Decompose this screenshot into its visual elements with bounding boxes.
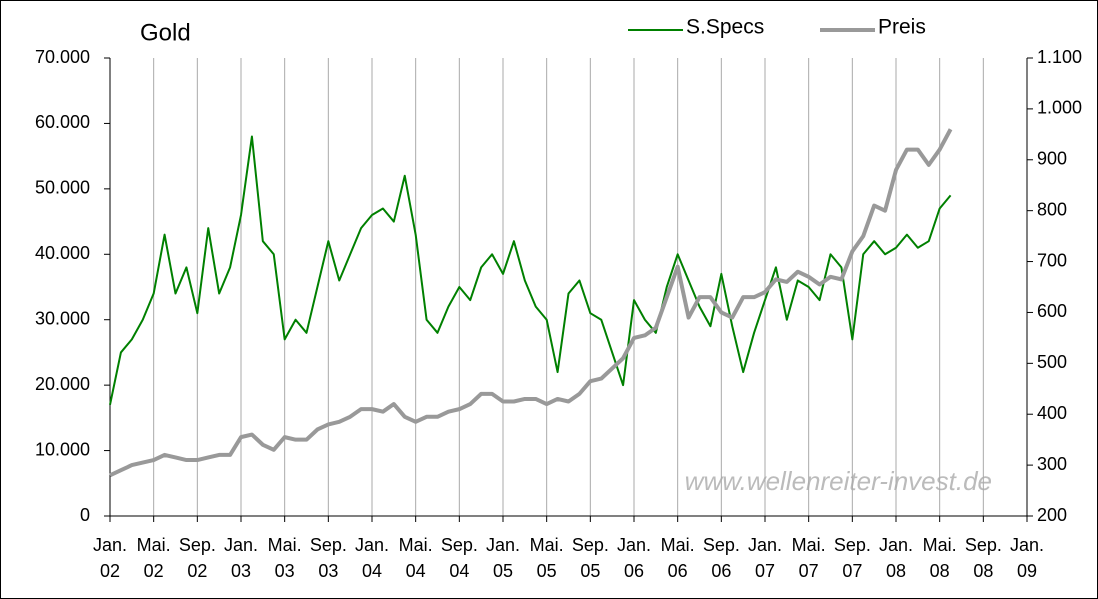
series-line — [109, 128, 953, 478]
x-tick-label-line: 05 — [580, 561, 600, 581]
x-tick-label-line: 07 — [755, 561, 775, 581]
x-tick-label-line: 08 — [886, 561, 906, 581]
x-tick-label-line: 04 — [449, 561, 469, 581]
series-line — [109, 135, 952, 405]
x-tick-label-line: Jan. — [224, 535, 258, 555]
x-tick-label: Jan. 09 — [1010, 535, 1044, 581]
x-tick-label-line: Mai. — [137, 535, 171, 555]
legend-label: Preis — [878, 16, 926, 39]
x-tick-label-line: Jan. — [486, 535, 520, 555]
x-tick-label: Mai. 04 — [399, 535, 433, 581]
x-tick-label: Jan. 02 — [93, 535, 127, 581]
y-tick-label: 0 — [80, 505, 90, 525]
x-tick-label-line: 05 — [493, 561, 513, 581]
x-tick-label: Jan. 05 — [486, 535, 520, 581]
y-tick-label: 10.000 — [35, 439, 90, 459]
x-tick-label-line: Sep. — [703, 535, 740, 555]
x-tick-label-line: 03 — [275, 561, 295, 581]
x-tick-label-line: Mai. — [661, 535, 695, 555]
y2-tick-label: 900 — [1037, 149, 1067, 169]
x-tick-label-line: Jan. — [879, 535, 913, 555]
x-tick-label-line: 09 — [1017, 561, 1037, 581]
x-tick-label-line: 02 — [100, 561, 120, 581]
legend-label: S.Specs — [686, 16, 764, 39]
x-tick-label: Sep. 06 — [703, 535, 740, 581]
x-tick-label: Jan. 03 — [224, 535, 258, 581]
x-tick-label: Mai. 05 — [530, 535, 564, 581]
y2-tick-label: 500 — [1037, 352, 1067, 372]
y2-tick-label: 800 — [1037, 199, 1067, 219]
x-tick-label: Jan. 06 — [617, 535, 651, 581]
x-tick-label-line: Jan. — [355, 535, 389, 555]
x-tick-label-line: Sep. — [965, 535, 1002, 555]
x-tick-label-line: 04 — [406, 561, 426, 581]
x-tick-label-line: 08 — [973, 561, 993, 581]
x-tick-label-line: Sep. — [441, 535, 478, 555]
y-tick-label: 60.000 — [35, 112, 90, 132]
x-tick-label: Mai. 02 — [137, 535, 171, 581]
y-tick-label: 40.000 — [35, 243, 90, 263]
x-tick-label-line: Jan. — [617, 535, 651, 555]
watermark: www.wellenreiter-invest.de — [685, 466, 992, 496]
x-tick-label-line: Jan. — [748, 535, 782, 555]
x-tick-label: Mai. 06 — [661, 535, 695, 581]
x-tick-label: Sep. 05 — [572, 535, 609, 581]
x-tick-label-line: 07 — [842, 561, 862, 581]
x-tick-label-line: 07 — [799, 561, 819, 581]
x-tick-label-line: Sep. — [572, 535, 609, 555]
x-tick-label: Sep. 03 — [310, 535, 347, 581]
x-tick-label: Jan. 04 — [355, 535, 389, 581]
y2-tick-label: 400 — [1037, 403, 1067, 423]
x-tick-label-line: 06 — [711, 561, 731, 581]
x-tick-label-line: Sep. — [834, 535, 871, 555]
x-tick-label-line: 03 — [231, 561, 251, 581]
x-tick-label-line: Mai. — [792, 535, 826, 555]
x-tick-label-line: 02 — [144, 561, 164, 581]
x-tick-label: Sep. 04 — [441, 535, 478, 581]
x-tick-label: Jan. 08 — [879, 535, 913, 581]
x-tick-label-line: Mai. — [399, 535, 433, 555]
x-tick-label-line: Sep. — [179, 535, 216, 555]
y2-tick-label: 1.000 — [1037, 98, 1082, 118]
x-tick-label-line: 06 — [668, 561, 688, 581]
y-tick-label: 30.000 — [35, 308, 90, 328]
y2-tick-label: 700 — [1037, 250, 1067, 270]
y2-tick-label: 600 — [1037, 301, 1067, 321]
x-tick-label-line: Sep. — [310, 535, 347, 555]
x-tick-label: Sep. 02 — [179, 535, 216, 581]
y2-tick-label: 200 — [1037, 505, 1067, 525]
y-tick-label: 50.000 — [35, 178, 90, 198]
x-tick-label-line: Jan. — [93, 535, 127, 555]
x-tick-label: Sep. 07 — [834, 535, 871, 581]
y-tick-label: 70.000 — [35, 47, 90, 67]
y-tick-label: 20.000 — [35, 374, 90, 394]
x-tick-label: Jan. 07 — [748, 535, 782, 581]
x-tick-label: Mai. 03 — [268, 535, 302, 581]
y2-tick-label: 300 — [1037, 454, 1067, 474]
y2-tick-label: 1.100 — [1037, 47, 1082, 67]
x-tick-label-line: 04 — [362, 561, 382, 581]
x-tick-label-line: Mai. — [530, 535, 564, 555]
x-tick-label-line: 06 — [624, 561, 644, 581]
x-tick-label: Mai. 08 — [923, 535, 957, 581]
x-tick-label-line: 08 — [930, 561, 950, 581]
x-tick-label: Mai. 07 — [792, 535, 826, 581]
chart-title: Gold — [140, 19, 191, 46]
x-tick-label-line: 05 — [537, 561, 557, 581]
x-tick-label-line: 02 — [187, 561, 207, 581]
x-tick-label-line: Jan. — [1010, 535, 1044, 555]
x-tick-label-line: Mai. — [268, 535, 302, 555]
x-tick-label-line: 03 — [318, 561, 338, 581]
x-tick-label: Sep. 08 — [965, 535, 1002, 581]
x-tick-label-line: Mai. — [923, 535, 957, 555]
